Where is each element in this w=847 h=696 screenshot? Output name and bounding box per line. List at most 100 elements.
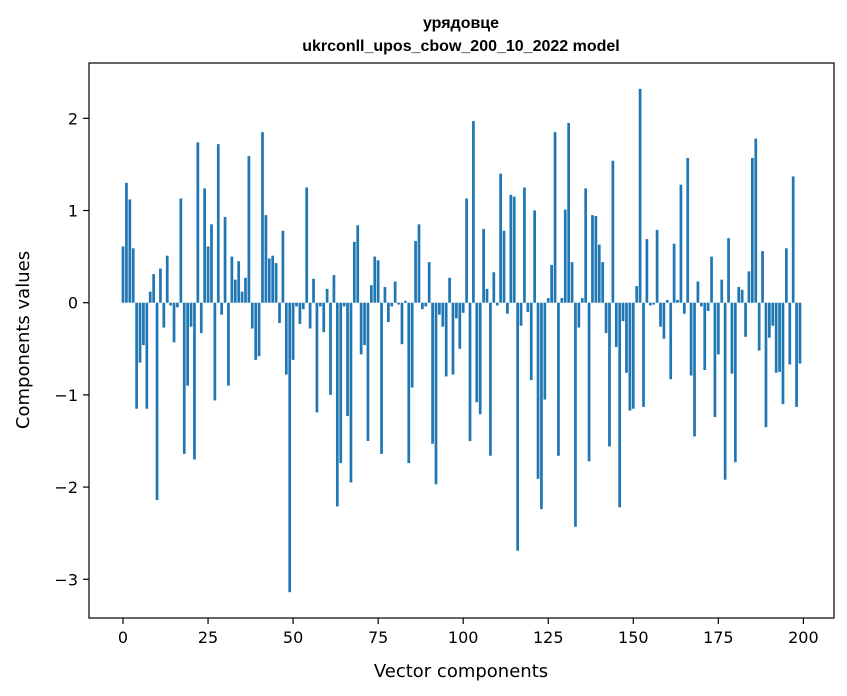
bar-component-120	[529, 302, 533, 381]
bar-component-38	[250, 302, 254, 329]
x-tick-label: 75	[368, 628, 388, 647]
bar-component-161	[669, 302, 673, 380]
x-tick-label: 125	[533, 628, 564, 647]
plot-frame	[88, 62, 835, 619]
bar-component-59	[322, 302, 326, 333]
bar-component-185	[751, 157, 754, 303]
bar-component-47	[281, 230, 285, 303]
y-tick-label: 2	[68, 109, 78, 128]
bar-component-26	[210, 224, 213, 303]
bar-component-186	[754, 138, 758, 303]
bar-component-88	[421, 302, 424, 310]
x-tick-label: 50	[283, 628, 303, 647]
bar-component-146	[618, 302, 622, 508]
bar-component-91	[431, 302, 434, 444]
bar-component-174	[713, 302, 717, 418]
bar-component-8	[148, 291, 152, 303]
bar-component-52	[298, 302, 302, 324]
bar-component-172	[706, 302, 710, 311]
bar-component-80	[393, 281, 397, 303]
bar-component-138	[591, 215, 594, 303]
bar-component-57	[315, 302, 319, 413]
bar-component-42	[264, 215, 268, 303]
bar-component-127	[553, 132, 557, 303]
bar-component-87	[417, 224, 421, 303]
bar-component-55	[308, 302, 312, 329]
y-axis-label: Components values	[13, 251, 34, 429]
bar-component-1	[125, 182, 128, 303]
bar-component-156	[652, 302, 656, 305]
bar-component-165	[682, 302, 686, 314]
bar-component-68	[352, 241, 356, 303]
bar-component-35	[240, 291, 244, 303]
bar-component-56	[312, 278, 315, 303]
bar-component-153	[642, 302, 645, 407]
bar-component-2	[128, 199, 132, 303]
bar-component-104	[475, 302, 479, 403]
bar-component-7	[145, 302, 149, 409]
bar-component-23	[199, 302, 203, 334]
x-tick-label: 100	[448, 628, 479, 647]
bar-component-183	[744, 302, 747, 337]
bar-component-94	[441, 302, 445, 327]
bar-component-64	[339, 302, 343, 464]
bar-component-16	[176, 302, 179, 308]
bar-component-67	[349, 302, 353, 483]
x-axis-ticks: 0 25 50 75 100 125 150 175 200	[118, 618, 819, 647]
bar-component-22	[196, 142, 200, 303]
bar-component-72	[366, 302, 370, 441]
bar-component-32	[230, 256, 234, 303]
bar-component-132	[570, 262, 574, 303]
bar-component-178	[727, 238, 730, 303]
bar-component-99	[458, 302, 462, 349]
bar-component-40	[257, 302, 261, 357]
x-tick-label: 175	[703, 628, 734, 647]
bar-component-195	[785, 248, 788, 303]
bar-component-141	[601, 262, 605, 303]
bar-component-196	[788, 302, 792, 365]
bar-component-65	[342, 302, 346, 307]
x-tick-label: 25	[198, 628, 218, 647]
bar-component-15	[172, 302, 176, 343]
bar-component-13	[165, 255, 169, 303]
bar-component-147	[621, 302, 625, 322]
bar-component-182	[740, 289, 744, 303]
bar-component-162	[672, 243, 676, 303]
bar-component-31	[227, 302, 230, 386]
bar-component-95	[444, 302, 448, 377]
bar-component-128	[557, 302, 560, 456]
bar-component-119	[526, 302, 530, 312]
bar-component-36	[244, 277, 247, 303]
bar-component-150	[631, 302, 635, 409]
bar-component-173	[710, 256, 713, 303]
bar-component-140	[597, 244, 601, 303]
bar-component-76	[380, 302, 383, 454]
bar-component-159	[662, 302, 666, 339]
bar-component-158	[659, 302, 662, 327]
bar-component-93	[438, 302, 441, 315]
bar-component-143	[608, 302, 611, 447]
bar-component-171	[703, 302, 707, 370]
bar-component-27	[213, 302, 217, 401]
bar-component-43	[267, 258, 271, 303]
bar-component-71	[363, 302, 366, 346]
bar-component-18	[182, 302, 186, 454]
bar-component-164	[679, 184, 683, 303]
bar-component-83	[404, 300, 407, 303]
bar-component-66	[346, 302, 349, 417]
bar-component-197	[791, 176, 795, 303]
bar-component-167	[689, 302, 693, 376]
bar-component-179	[730, 302, 734, 374]
bar-component-133	[574, 302, 577, 527]
bar-component-77	[383, 287, 387, 303]
y-tick-label: 0	[68, 294, 78, 313]
bar-component-107	[485, 288, 489, 303]
bar-component-189	[764, 302, 768, 428]
bar-component-49	[288, 302, 292, 593]
bar-component-181	[737, 287, 741, 303]
bar-component-134	[577, 302, 581, 328]
bar-component-25	[206, 246, 210, 303]
bar-component-191	[771, 302, 775, 326]
bar-component-135	[580, 298, 584, 303]
